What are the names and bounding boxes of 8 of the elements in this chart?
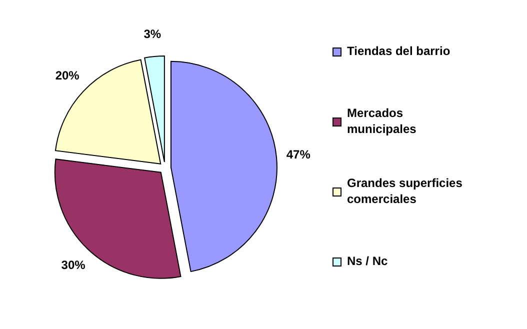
legend-label: Tiendas del barrio — [347, 44, 450, 58]
legend-label: Grandes superficies comerciales — [347, 176, 463, 206]
data-label: 47% — [286, 148, 311, 162]
data-label: 20% — [55, 68, 80, 82]
data-label: 30% — [61, 258, 86, 272]
legend-label: Ns / Nc — [347, 254, 388, 268]
legend-label: Mercados municipales — [347, 106, 417, 136]
data-label: 3% — [144, 26, 162, 41]
